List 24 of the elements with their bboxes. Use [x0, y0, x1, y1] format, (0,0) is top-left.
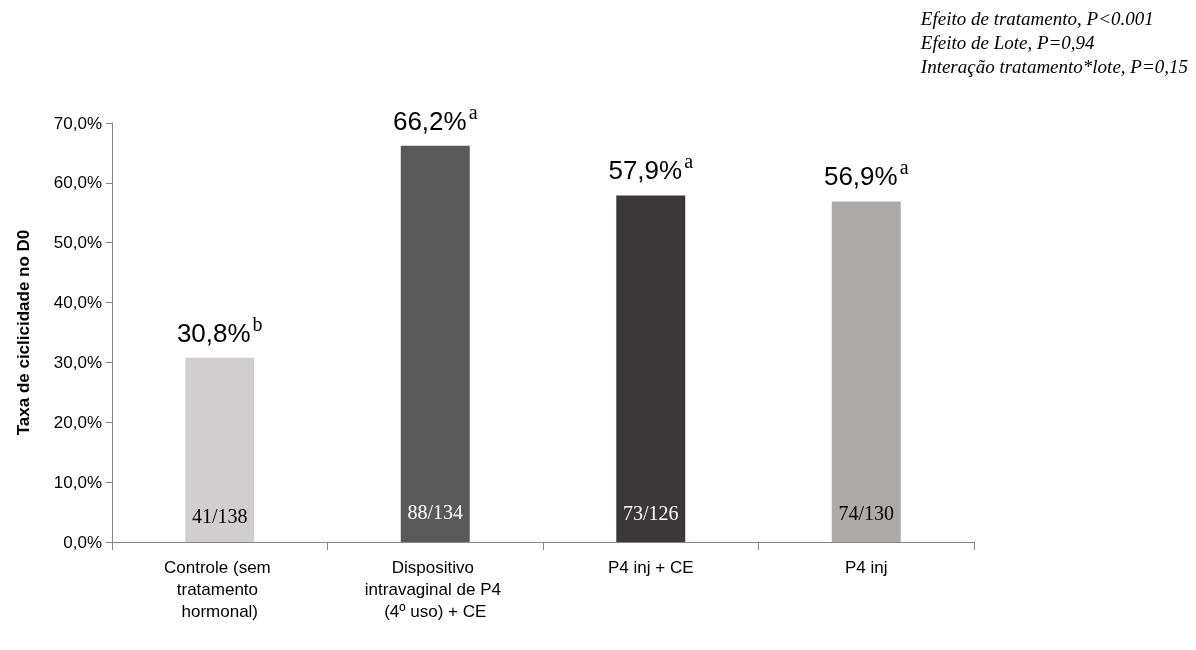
annotation: 74/130 [838, 502, 895, 525]
y-tick-label: 0,0% [63, 532, 102, 552]
bar [831, 201, 901, 542]
y-tick-label: 30,0% [53, 352, 102, 372]
y-tick-label: 50,0% [53, 233, 102, 253]
bar [400, 145, 470, 542]
y-tick-label: 60,0% [53, 173, 102, 193]
bar [616, 195, 686, 542]
x-tick-label: P4 inj + CE [607, 557, 694, 577]
y-tick-label: 10,0% [53, 472, 102, 492]
annotation: 41/138 [191, 505, 248, 528]
y-tick-label: 20,0% [53, 412, 102, 432]
text: Efeito de Lote, P=0,94 [919, 31, 1096, 53]
bar [185, 357, 255, 542]
text: Efeito de tratamento, P<0.001 [919, 7, 1154, 29]
y-tick-label: 70,0% [53, 113, 102, 133]
annotation: 73/126 [622, 502, 679, 525]
y-tick-label: 40,0% [53, 293, 102, 313]
annotation: 88/134 [407, 501, 464, 524]
x-tick-label: Dispositivo intravaginal de P4 (4º uso) + CE [364, 557, 506, 621]
y-axis-title: Taxa de ciclicidade no D0 [14, 229, 33, 436]
x-tick-label: P4 inj [844, 557, 888, 577]
x-tick-label: Controle (sem tratamento hormonal) [164, 557, 276, 621]
text: Interação tratamento*lote, P=0,15 [919, 55, 1188, 77]
